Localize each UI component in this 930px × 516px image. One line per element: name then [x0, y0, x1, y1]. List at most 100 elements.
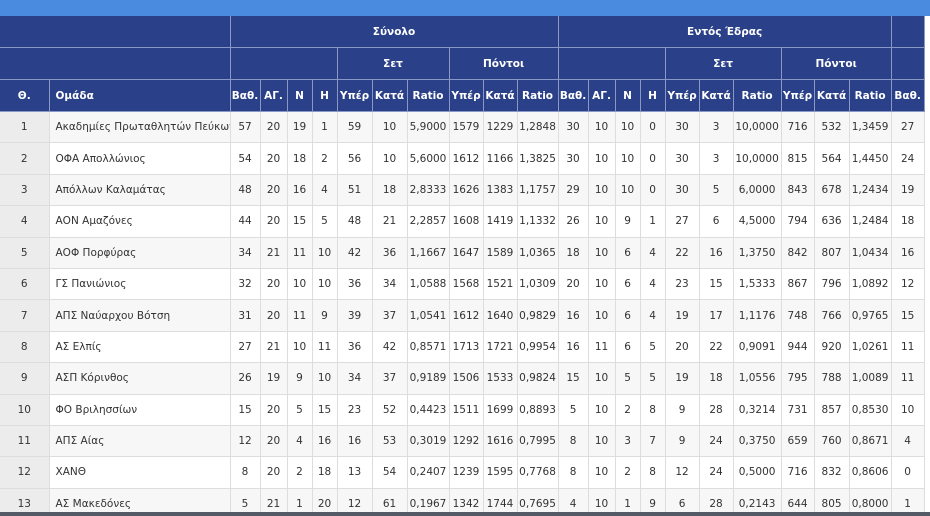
table-row[interactable]: 6 ΓΣ Πανιώνιος 32 20 10 10 36 34 1,0588 1568 1521 1…: [0, 268, 925, 301]
table-row[interactable]: 7 ΑΠΣ Ναύαρχου Βότση 31 20 11 9 39 37 1,0541 1612…: [0, 299, 925, 332]
cell-home-points-against: 788: [814, 362, 850, 395]
table-row[interactable]: 1 Ακαδημίες Πρωταθλητών Πεύκων 57 20 19 1 59 10…: [0, 111, 925, 144]
cell-home-sets-for: 27: [665, 205, 700, 238]
header-blank: [558, 47, 666, 80]
table-row[interactable]: 4 ΑΟΝ Αμαζόνες 44 20 15 5 48 21 2,2857 1608 1419 1,…: [0, 205, 925, 238]
col-header-points-ratio[interactable]: Ratio: [517, 79, 559, 112]
col-header-games[interactable]: ΑΓ.: [260, 79, 288, 112]
col-header-home-sets-for[interactable]: Υπέρ: [665, 79, 700, 112]
cell-team[interactable]: ΑΣ Ελπίς: [49, 331, 231, 364]
cell-home-wins: 5: [615, 362, 641, 395]
cell-team[interactable]: ΧΑΝΘ: [49, 456, 231, 489]
table-row[interactable]: 12 ΧΑΝΘ 8 20 2 18 13 54 0,2407 1239 1595 0,7768 8 10 2…: [0, 456, 925, 489]
col-header-home-points-against[interactable]: Κατά: [814, 79, 850, 112]
col-header-home-games[interactable]: ΑΓ.: [588, 79, 616, 112]
col-header-sets-for[interactable]: Υπέρ: [337, 79, 373, 112]
cell-away-points: 1: [891, 488, 925, 512]
col-header-losses[interactable]: Η: [312, 79, 338, 112]
cell-home-wins: 2: [615, 394, 641, 426]
standings-table-container[interactable]: Σύνολο Εντός Έδρας Σετ Πόντοι Σετ Πόντοι…: [0, 16, 930, 512]
table-row[interactable]: 11 ΑΠΣ Αίας 12 20 4 16 16 53 0,3019 1292 1616 0,799…: [0, 425, 925, 458]
cell-games: 20: [260, 205, 288, 238]
cell-wins: 11: [287, 237, 313, 269]
cell-away-points: 24: [891, 142, 925, 175]
cell-home-losses: 0: [640, 174, 666, 207]
cell-points-against: 1721: [483, 331, 518, 364]
cell-sets-ratio: 0,2407: [407, 456, 450, 489]
cell-losses: 4: [312, 174, 338, 207]
cell-wins: 18: [287, 142, 313, 175]
col-header-home-sets-against[interactable]: Κατά: [699, 79, 734, 112]
table-row[interactable]: 2 ΟΦΑ Απολλώνιος 54 20 18 2 56 10 5,6000 1612 1166…: [0, 142, 925, 175]
cell-away-points: 11: [891, 362, 925, 395]
cell-points-ratio: 0,9829: [517, 299, 559, 332]
cell-home-sets-against: 28: [699, 394, 734, 426]
col-header-points[interactable]: Βαθ.: [230, 79, 261, 112]
table-row[interactable]: 9 ΑΣΠ Κόρινθος 26 19 9 10 34 37 0,9189 1506 1533 0,…: [0, 362, 925, 395]
cell-sets-ratio: 0,4423: [407, 394, 450, 426]
cell-home-sets-for: 19: [665, 362, 700, 395]
cell-home-sets-for: 20: [665, 331, 700, 364]
table-row[interactable]: 3 Απόλλων Καλαμάτας 48 20 16 4 51 18 2,8333 1626 1…: [0, 174, 925, 207]
standings-table: Σύνολο Εντός Έδρας Σετ Πόντοι Σετ Πόντοι…: [0, 16, 925, 512]
cell-points-ratio: 1,3825: [517, 142, 559, 175]
col-header-points-against[interactable]: Κατά: [483, 79, 518, 112]
col-header-sets-ratio[interactable]: Ratio: [407, 79, 450, 112]
col-header-home-points-ratio[interactable]: Ratio: [849, 79, 892, 112]
cell-team[interactable]: ΑΠΣ Ναύαρχου Βότση: [49, 299, 231, 332]
cell-losses: 10: [312, 268, 338, 301]
col-header-home-points-for[interactable]: Υπέρ: [781, 79, 815, 112]
cell-team[interactable]: ΑΣΠ Κόρινθος: [49, 362, 231, 395]
col-header-away-points[interactable]: Βαθ.: [891, 79, 925, 112]
cell-home-losses: 0: [640, 142, 666, 175]
col-header-position[interactable]: Θ.: [0, 79, 50, 112]
col-header-points-for[interactable]: Υπέρ: [449, 79, 484, 112]
cell-home-wins: 6: [615, 299, 641, 332]
cell-home-points-against: 857: [814, 394, 850, 426]
cell-home-wins: 6: [615, 331, 641, 364]
cell-home-games: 10: [588, 174, 616, 207]
cell-sets-against: 52: [372, 394, 408, 426]
col-header-home-losses[interactable]: Η: [640, 79, 666, 112]
cell-team[interactable]: ΟΦΑ Απολλώνιος: [49, 142, 231, 175]
cell-games: 19: [260, 362, 288, 395]
cell-team[interactable]: Ακαδημίες Πρωταθλητών Πεύκων: [49, 111, 231, 144]
cell-position: 5: [0, 237, 50, 269]
cell-team[interactable]: ΦΟ Βριλησσίων: [49, 394, 231, 426]
cell-losses: 10: [312, 237, 338, 269]
cell-home-sets-against: 16: [699, 237, 734, 269]
cell-home-sets-for: 12: [665, 456, 700, 489]
col-header-wins[interactable]: Ν: [287, 79, 313, 112]
cell-team[interactable]: ΑΟΝ Αμαζόνες: [49, 205, 231, 238]
table-row[interactable]: 10 ΦΟ Βριλησσίων 15 20 5 15 23 52 0,4423 1511 1699…: [0, 394, 925, 426]
col-header-team[interactable]: Ομάδα: [49, 79, 231, 112]
cell-wins: 16: [287, 174, 313, 207]
cell-team[interactable]: ΑΠΣ Αίας: [49, 425, 231, 458]
table-row[interactable]: 8 ΑΣ Ελπίς 27 21 10 11 36 42 0,8571 1713 1721 0,995…: [0, 331, 925, 364]
cell-losses: 15: [312, 394, 338, 426]
cell-team[interactable]: ΑΟΦ Πορφύρας: [49, 237, 231, 269]
col-header-sets-against[interactable]: Κατά: [372, 79, 408, 112]
cell-home-points-against: 678: [814, 174, 850, 207]
cell-home-points-ratio: 1,0434: [849, 237, 892, 269]
col-header-home-points[interactable]: Βαθ.: [558, 79, 589, 112]
cell-home-wins: 6: [615, 268, 641, 301]
cell-home-losses: 4: [640, 237, 666, 269]
cell-home-sets-against: 5: [699, 174, 734, 207]
cell-home-points-against: 832: [814, 456, 850, 489]
cell-away-points: 27: [891, 111, 925, 144]
cell-sets-ratio: 0,3019: [407, 425, 450, 458]
bottom-scrollbar[interactable]: [0, 512, 930, 516]
cell-team[interactable]: Απόλλων Καλαμάτας: [49, 174, 231, 207]
table-row[interactable]: 13 ΑΣ Μακεδόνες 5 21 1 20 12 61 0,1967 1342 1744 0,…: [0, 488, 925, 512]
cell-home-points-ratio: 1,0261: [849, 331, 892, 364]
table-row[interactable]: 5 ΑΟΦ Πορφύρας 34 21 11 10 42 36 1,1667 1647 1589 1…: [0, 237, 925, 269]
col-header-home-sets-ratio[interactable]: Ratio: [733, 79, 782, 112]
subgroup-sets: Σετ: [665, 47, 782, 80]
cell-team[interactable]: ΓΣ Πανιώνιος: [49, 268, 231, 301]
cell-points-ratio: 0,7995: [517, 425, 559, 458]
cell-team[interactable]: ΑΣ Μακεδόνες: [49, 488, 231, 512]
cell-position: 12: [0, 456, 50, 489]
col-header-home-wins[interactable]: Ν: [615, 79, 641, 112]
cell-points-for: 1506: [449, 362, 484, 395]
